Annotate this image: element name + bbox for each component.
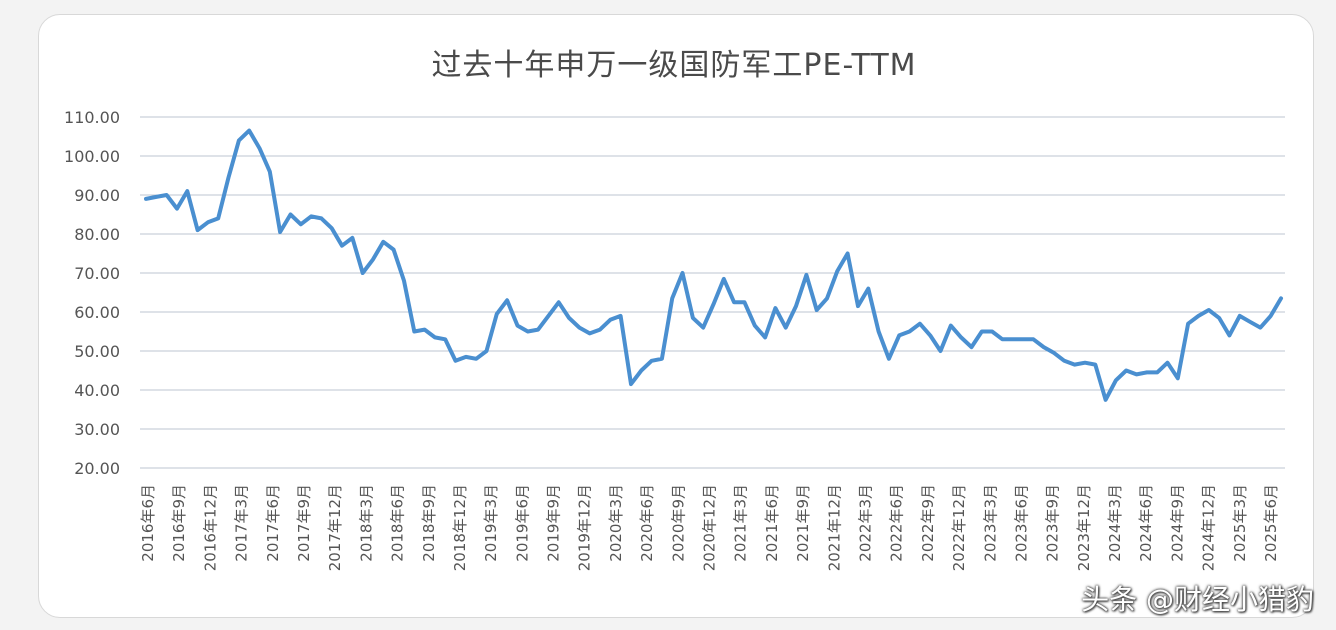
x-tick-label: 2018年6月 xyxy=(389,484,407,562)
x-tick-label: 2025年3月 xyxy=(1231,484,1249,562)
x-tick-label: 2024年12月 xyxy=(1200,484,1218,571)
x-tick-label: 2019年9月 xyxy=(545,484,563,562)
y-tick-label: 60.00 xyxy=(74,303,120,322)
y-tick-label: 30.00 xyxy=(74,420,120,439)
series-line xyxy=(144,128,1283,402)
x-tick-label: 2022年12月 xyxy=(950,484,968,571)
x-tick-label: 2023年12月 xyxy=(1075,484,1093,571)
x-tick-label: 2020年6月 xyxy=(638,484,656,562)
y-tick-label: 110.00 xyxy=(64,108,120,127)
x-tick-label: 2017年9月 xyxy=(295,484,313,562)
x-tick-label: 2025年6月 xyxy=(1262,484,1280,562)
x-tick-label: 2016年9月 xyxy=(170,484,188,562)
x-tick-label: 2023年6月 xyxy=(1012,484,1030,562)
x-tick-label: 2016年6月 xyxy=(139,484,157,562)
y-tick-label: 80.00 xyxy=(74,225,120,244)
chart-title: 过去十年申万一级国防军工PE-TTM xyxy=(431,48,917,83)
x-tick-label: 2019年12月 xyxy=(576,484,594,571)
x-tick-label: 2020年3月 xyxy=(607,484,625,562)
x-tick-label: 2021年12月 xyxy=(825,484,843,571)
x-tick-label: 2017年3月 xyxy=(233,484,251,562)
x-tick-label: 2024年6月 xyxy=(1137,484,1155,562)
y-tick-label: 90.00 xyxy=(74,186,120,205)
x-tick-label: 2019年6月 xyxy=(513,484,531,562)
x-tick-label: 2022年3月 xyxy=(856,484,874,562)
x-tick-label: 2024年3月 xyxy=(1106,484,1124,562)
x-tick-label: 2020年9月 xyxy=(669,484,687,562)
x-tick-label: 2023年9月 xyxy=(1044,484,1062,562)
y-tick-label: 40.00 xyxy=(74,381,120,400)
y-tick-label: 70.00 xyxy=(74,264,120,283)
y-tick-label: 100.00 xyxy=(64,147,120,166)
y-tick-label: 20.00 xyxy=(74,459,120,478)
x-tick-label: 2022年9月 xyxy=(919,484,937,562)
x-tick-label: 2020年12月 xyxy=(701,484,719,571)
x-tick-label: 2017年12月 xyxy=(326,484,344,571)
x-tick-label: 2019年3月 xyxy=(482,484,500,562)
y-tick-label: 50.00 xyxy=(74,342,120,361)
x-tick-label: 2024年9月 xyxy=(1168,484,1186,562)
x-tick-label: 2021年9月 xyxy=(794,484,812,562)
watermark-text: 头条 @财经小猎豹 xyxy=(1081,583,1314,616)
x-tick-label: 2022年6月 xyxy=(888,484,906,562)
x-tick-label: 2021年3月 xyxy=(732,484,750,562)
x-tick-label: 2018年12月 xyxy=(451,484,469,571)
x-tick-label: 2017年6月 xyxy=(264,484,282,562)
x-tick-label: 2018年3月 xyxy=(357,484,375,562)
x-tick-label: 2016年12月 xyxy=(201,484,219,571)
x-tick-label: 2021年6月 xyxy=(763,484,781,562)
x-tick-label: 2018年9月 xyxy=(420,484,438,562)
x-tick-label: 2023年3月 xyxy=(981,484,999,562)
chart-card xyxy=(38,14,1314,618)
